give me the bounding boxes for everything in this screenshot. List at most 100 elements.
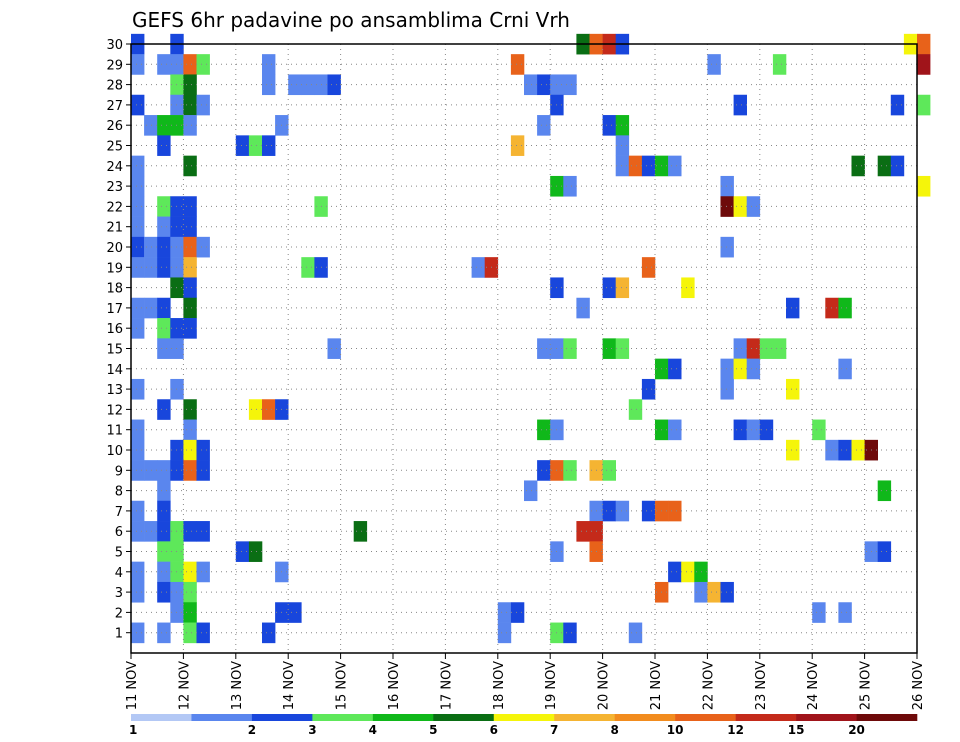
colorbar-label: 2 xyxy=(248,723,256,737)
heatmap-cell xyxy=(131,561,145,583)
y-tick-label: 5 xyxy=(115,546,123,561)
heatmap-cell xyxy=(668,561,682,583)
heatmap-cell xyxy=(668,155,682,177)
heatmap-cell xyxy=(838,439,852,461)
heatmap-cell xyxy=(157,318,171,339)
heatmap-cell xyxy=(157,135,171,156)
heatmap-cell xyxy=(262,622,276,644)
heatmap-cell xyxy=(707,581,721,603)
heatmap-cell xyxy=(144,521,158,542)
x-tick-label: 22 NOV xyxy=(701,661,716,710)
heatmap-cell xyxy=(707,54,721,75)
y-tick-label: 28 xyxy=(106,79,123,94)
heatmap-cell xyxy=(524,480,538,502)
heatmap-cell xyxy=(262,54,276,75)
heatmap-cell xyxy=(183,460,197,481)
heatmap-cell xyxy=(157,399,171,420)
heatmap-cell xyxy=(235,541,250,562)
heatmap-cell xyxy=(524,74,538,96)
heatmap-cell xyxy=(576,521,590,542)
heatmap-cell xyxy=(157,338,171,359)
x-tick-label: 16 NOV xyxy=(387,661,402,710)
heatmap-cell xyxy=(157,541,171,562)
heatmap-cell xyxy=(890,94,905,116)
heatmap-cell xyxy=(668,500,682,522)
heatmap-cell xyxy=(131,54,145,75)
heatmap-cell xyxy=(131,94,145,116)
heatmap-cell xyxy=(563,175,577,197)
heatmap-cell xyxy=(786,297,800,319)
heatmap-cell xyxy=(641,378,656,400)
x-tick-label: 17 NOV xyxy=(439,661,454,710)
colorbar-segment xyxy=(493,714,555,721)
heatmap-cell xyxy=(628,399,643,420)
heatmap-cell xyxy=(510,54,525,75)
heatmap-cell xyxy=(131,297,145,319)
heatmap-cell xyxy=(615,500,630,522)
heatmap-cell xyxy=(235,135,250,156)
y-tick-label: 11 xyxy=(106,424,123,439)
heatmap-cell xyxy=(196,521,210,542)
heatmap-cell xyxy=(183,115,197,136)
heatmap-cell xyxy=(917,33,931,55)
heatmap-cell xyxy=(812,602,826,623)
y-tick-label: 1 xyxy=(115,627,123,642)
heatmap-cell xyxy=(131,500,145,522)
heatmap-cell xyxy=(602,277,616,299)
heatmap-cell xyxy=(262,135,276,156)
x-tick-label: 21 NOV xyxy=(649,661,664,710)
colorbar-label: 12 xyxy=(727,723,744,737)
heatmap-cell xyxy=(668,358,682,380)
y-tick-label: 13 xyxy=(106,383,123,398)
heatmap-cell xyxy=(327,338,341,359)
x-tick-label: 18 NOV xyxy=(492,661,507,710)
heatmap-cell xyxy=(131,581,145,603)
heatmap-cell xyxy=(248,135,263,156)
heatmap-cell xyxy=(144,115,158,136)
colorbar-label: 1 xyxy=(129,723,137,737)
heatmap-cell xyxy=(772,338,787,359)
heatmap-cell xyxy=(183,196,197,217)
heatmap-cell xyxy=(183,236,197,258)
heatmap-cell xyxy=(877,480,892,502)
heatmap-cell xyxy=(131,196,145,217)
heatmap-cell xyxy=(183,419,197,441)
y-tick-label: 12 xyxy=(106,403,123,418)
heatmap-cell xyxy=(131,257,145,278)
heatmap-cell xyxy=(131,460,145,481)
x-axis: 11 NOV 12 NOV 13 NOV 14 NOV 15 NOV 16 NOV 17 N… xyxy=(125,653,926,710)
colorbar-label: 7 xyxy=(550,723,558,737)
y-tick-label: 8 xyxy=(115,485,123,500)
heatmap-cell xyxy=(183,581,197,603)
heatmap-cell xyxy=(668,419,682,441)
y-tick-label: 27 xyxy=(106,99,123,114)
y-tick-label: 21 xyxy=(106,221,123,236)
x-tick-label: 15 NOV xyxy=(335,661,350,710)
heatmap-cell xyxy=(917,175,931,197)
heatmap-cell xyxy=(196,622,210,644)
heatmap-cell xyxy=(615,155,630,177)
heatmap-cell xyxy=(131,318,145,339)
colorbar-label: 3 xyxy=(308,723,316,737)
heatmap-cell xyxy=(183,521,197,542)
y-tick-label: 18 xyxy=(106,282,123,297)
heatmap-cell xyxy=(262,399,276,420)
colorbar-label: 5 xyxy=(429,723,437,737)
heatmap-cell xyxy=(615,338,630,359)
heatmap-cell xyxy=(157,480,171,502)
heatmap-cell xyxy=(615,135,630,156)
heatmap-cell xyxy=(327,74,341,96)
heatmap-cell xyxy=(746,419,761,441)
heatmap-cell xyxy=(602,500,616,522)
heatmap-cell xyxy=(183,602,197,623)
y-tick-label: 10 xyxy=(106,444,123,459)
heatmap-cell xyxy=(877,155,892,177)
colorbar-label: 20 xyxy=(848,723,865,737)
heatmap-cell xyxy=(183,257,197,278)
heatmap-cell xyxy=(786,378,800,400)
heatmap-cell xyxy=(471,257,485,278)
heatmap-cell xyxy=(196,439,210,461)
heatmap-cell xyxy=(890,155,905,177)
heatmap-cell xyxy=(838,358,852,380)
y-tick-label: 23 xyxy=(106,180,123,195)
